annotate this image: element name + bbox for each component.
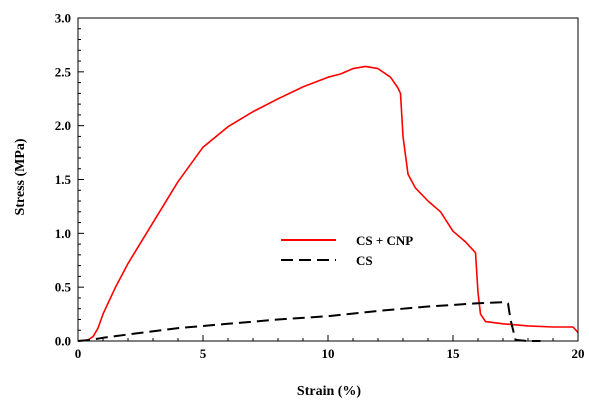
series-line-cs-cnp: [77, 65, 579, 342]
legend-label-cs: CS: [356, 253, 373, 268]
y-tick-label: 1.0: [55, 226, 71, 241]
plot-layer: 0 5 10 15 20 0.0 0.5 1.0 1.5 2.0 2.5 3.0: [55, 11, 585, 362]
x-axis-title: Strain (%): [297, 384, 362, 399]
x-tick-label: 5: [200, 346, 207, 361]
x-tick-label: 20: [572, 346, 585, 361]
x-tick-label: 15: [447, 346, 461, 361]
y-tick-label: 3.0: [55, 11, 71, 26]
x-tick-label: 10: [322, 346, 335, 361]
legend-label-cs-cnp: CS + CNP: [356, 233, 413, 248]
y-tick-label: 1.5: [55, 172, 72, 187]
y-tick-label: 0.5: [55, 280, 72, 295]
y-tick-label: 2.5: [55, 64, 72, 79]
y-tick-label: 0.0: [55, 334, 71, 349]
series-line-cs: [77, 301, 541, 342]
legend: CS + CNP CS: [281, 233, 413, 268]
x-tick-label: 0: [75, 346, 82, 361]
y-tick-label: 2.0: [55, 118, 71, 133]
y-axis-title: Stress (MPa): [13, 138, 28, 215]
plot-frame: [77, 17, 579, 342]
